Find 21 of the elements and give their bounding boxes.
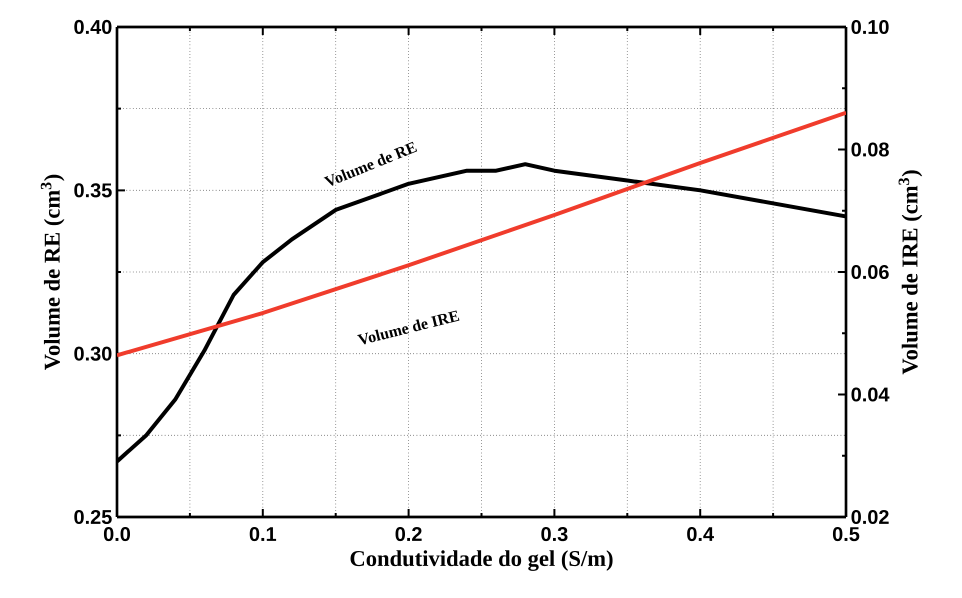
x-tick-label: 0.0 (104, 527, 130, 542)
y2-tick-label: 0.02 (851, 510, 889, 524)
x-axis-title: Condutividade do gel (S/m) (350, 550, 613, 571)
y-tick-label: 0.25 (74, 510, 112, 524)
x-tick-label: 0.1 (250, 527, 276, 542)
line-series (117, 110, 846, 358)
x-tick-label: 0.2 (396, 527, 422, 542)
y2-tick-label: 0.04 (851, 387, 890, 402)
y-axis-title: Volume de RE (cm$^{3}$) (40, 174, 64, 370)
x-tick-label: 0.3 (541, 527, 568, 542)
x-tick-label: 0.5 (832, 527, 860, 542)
y2-tick-label: 0.08 (851, 142, 889, 157)
y-tick-label: 0.30 (74, 346, 112, 361)
y2-tick-label: 0.10 (851, 20, 889, 34)
y-tick-label: 0.35 (74, 183, 112, 198)
y2-axis-title: Volume de IRE (cm$^{3}$) (898, 170, 922, 374)
annotation: Volume de IRE (357, 310, 460, 344)
annotation: Volume de RE (324, 142, 418, 186)
x-tick-label: 0.4 (687, 527, 714, 542)
y-tick-label: 0.40 (74, 20, 112, 34)
y2-tick-label: 0.06 (851, 264, 889, 280)
